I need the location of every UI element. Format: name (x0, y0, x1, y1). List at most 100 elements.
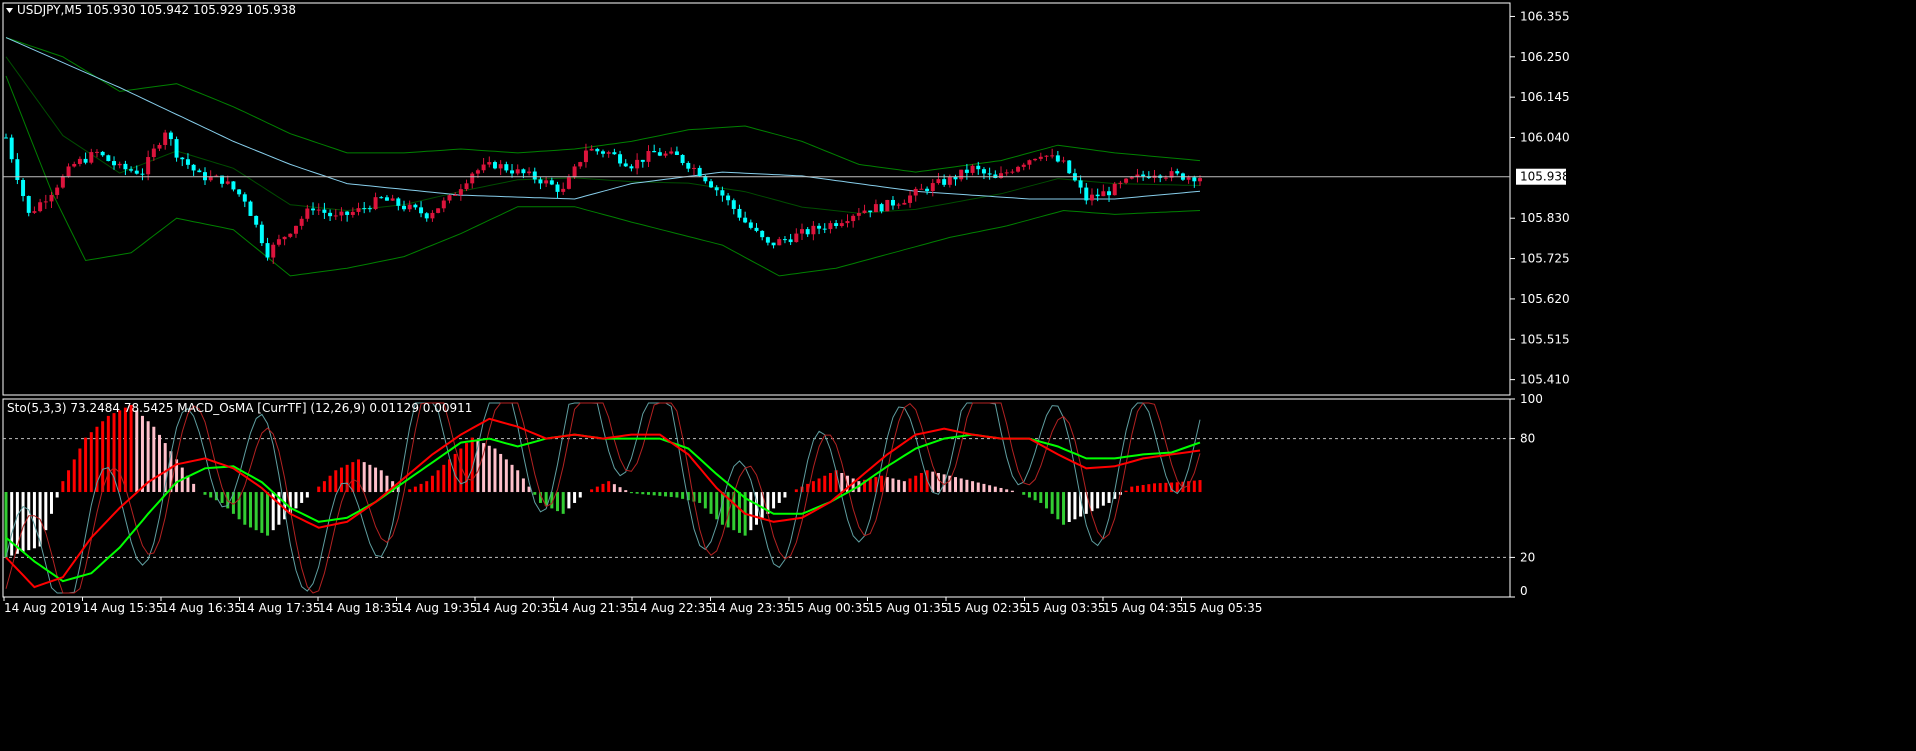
candle-body (521, 169, 526, 174)
candle-body (447, 195, 452, 201)
candle-body (21, 179, 26, 197)
candle-body (441, 200, 446, 209)
candle-body (299, 218, 304, 226)
candle-body (384, 197, 389, 201)
candle-body (703, 176, 708, 182)
candle-body (55, 187, 60, 195)
candle-body (185, 159, 190, 165)
candle-body (748, 222, 753, 228)
candle-body (259, 224, 264, 244)
candle-body (470, 173, 475, 184)
candle-body (873, 204, 878, 213)
candle-body (311, 208, 316, 211)
candle-body (515, 169, 520, 174)
candle-body (856, 213, 861, 216)
candle-body (714, 187, 719, 191)
candle-body (913, 188, 918, 196)
candle-body (612, 152, 617, 155)
candle-body (737, 208, 742, 218)
candle-body (629, 166, 634, 169)
candle-body (572, 166, 577, 178)
bollinger-lower-line (5, 75, 1201, 277)
price-tick-label: 105.830 (1520, 211, 1570, 225)
candle-body (811, 225, 816, 235)
stochastic-signal-line (5, 433, 1201, 583)
candle-body (1107, 191, 1112, 196)
candle-body (424, 213, 429, 219)
candle-body (254, 215, 259, 225)
candle-body (498, 164, 503, 169)
candle-body (919, 188, 924, 190)
candle-body (1061, 160, 1066, 162)
candle-body (123, 163, 128, 170)
candle-body (652, 151, 657, 153)
candle-body (481, 164, 486, 171)
indicator-window[interactable]: 100 80 20 0 Sto(5,3,3) 73.2484 78.5425 MACD… (2, 392, 1543, 598)
candle-body (561, 188, 566, 192)
candle-body (800, 229, 804, 234)
candle-body (544, 180, 549, 184)
candle-body (1095, 194, 1100, 197)
candle-body (373, 197, 378, 210)
candle-body (777, 239, 782, 246)
candle-body (402, 205, 406, 210)
candle-body (771, 242, 776, 246)
time-tick-label: 14 Aug 16:35 (161, 601, 242, 615)
candle-body (885, 199, 890, 212)
candle-body (129, 169, 134, 171)
candle-body (1169, 171, 1174, 178)
candle-body (396, 198, 401, 206)
candle-body (157, 144, 162, 149)
candle-body (1010, 171, 1015, 173)
candle-body (566, 177, 571, 189)
candle-body (1055, 155, 1060, 162)
candle-body (367, 208, 372, 210)
indicator-header: Sto(5,3,3) 73.2484 78.5425 MACD_OsMA [Cu… (7, 401, 472, 415)
candle-body (83, 158, 88, 163)
indicator-axis: 100 80 20 0 (1510, 392, 1543, 598)
osma-histogram (4, 404, 1202, 558)
candle-body (288, 233, 293, 237)
candle-body (925, 188, 930, 192)
candle-body (726, 195, 731, 201)
moving-average-line (5, 37, 1201, 200)
candle-body (987, 173, 992, 175)
candle-body (89, 152, 94, 163)
candle-body (680, 154, 685, 164)
candle-body (618, 154, 623, 164)
candle-body (765, 237, 770, 243)
indicator-tick-label: 0 (1520, 584, 1528, 598)
candle-body (583, 150, 588, 163)
time-tick-label: 14 Aug 19:35 (397, 601, 478, 615)
candle-body (453, 194, 458, 196)
price-tick-label: 105.620 (1520, 292, 1570, 306)
candle-body (862, 210, 867, 214)
candle-body (163, 132, 168, 145)
candle-body (316, 209, 321, 211)
price-tick-label: 106.355 (1520, 9, 1570, 23)
candle-body (691, 167, 696, 169)
price-chart-window[interactable]: 106.355 106.250 106.145 106.040 105.830 105.7… (2, 2, 1570, 396)
candle-body (66, 166, 71, 177)
candle-body (276, 239, 281, 245)
candle-body (782, 239, 787, 241)
candle-body (669, 151, 674, 154)
candle-body (942, 179, 947, 185)
fast-stochastic-signal-line (5, 402, 1201, 594)
candle-body (510, 170, 515, 174)
price-tick-label: 106.040 (1520, 131, 1570, 145)
candle-body (657, 152, 662, 156)
time-tick-label: 15 Aug 01:35 (868, 601, 949, 615)
candle-body (1078, 180, 1083, 188)
indicator-tick-label: 100 (1520, 392, 1543, 406)
candle-body (1198, 178, 1202, 182)
candle-body (231, 181, 236, 190)
candle-body (214, 175, 219, 177)
symbol-menu-icon[interactable] (6, 8, 13, 13)
time-tick-label: 14 Aug 17:35 (240, 601, 321, 615)
candle-body (77, 158, 82, 164)
candle-body (32, 211, 37, 213)
candle-body (976, 165, 981, 170)
time-tick-label: 14 Aug 21:35 (554, 601, 635, 615)
